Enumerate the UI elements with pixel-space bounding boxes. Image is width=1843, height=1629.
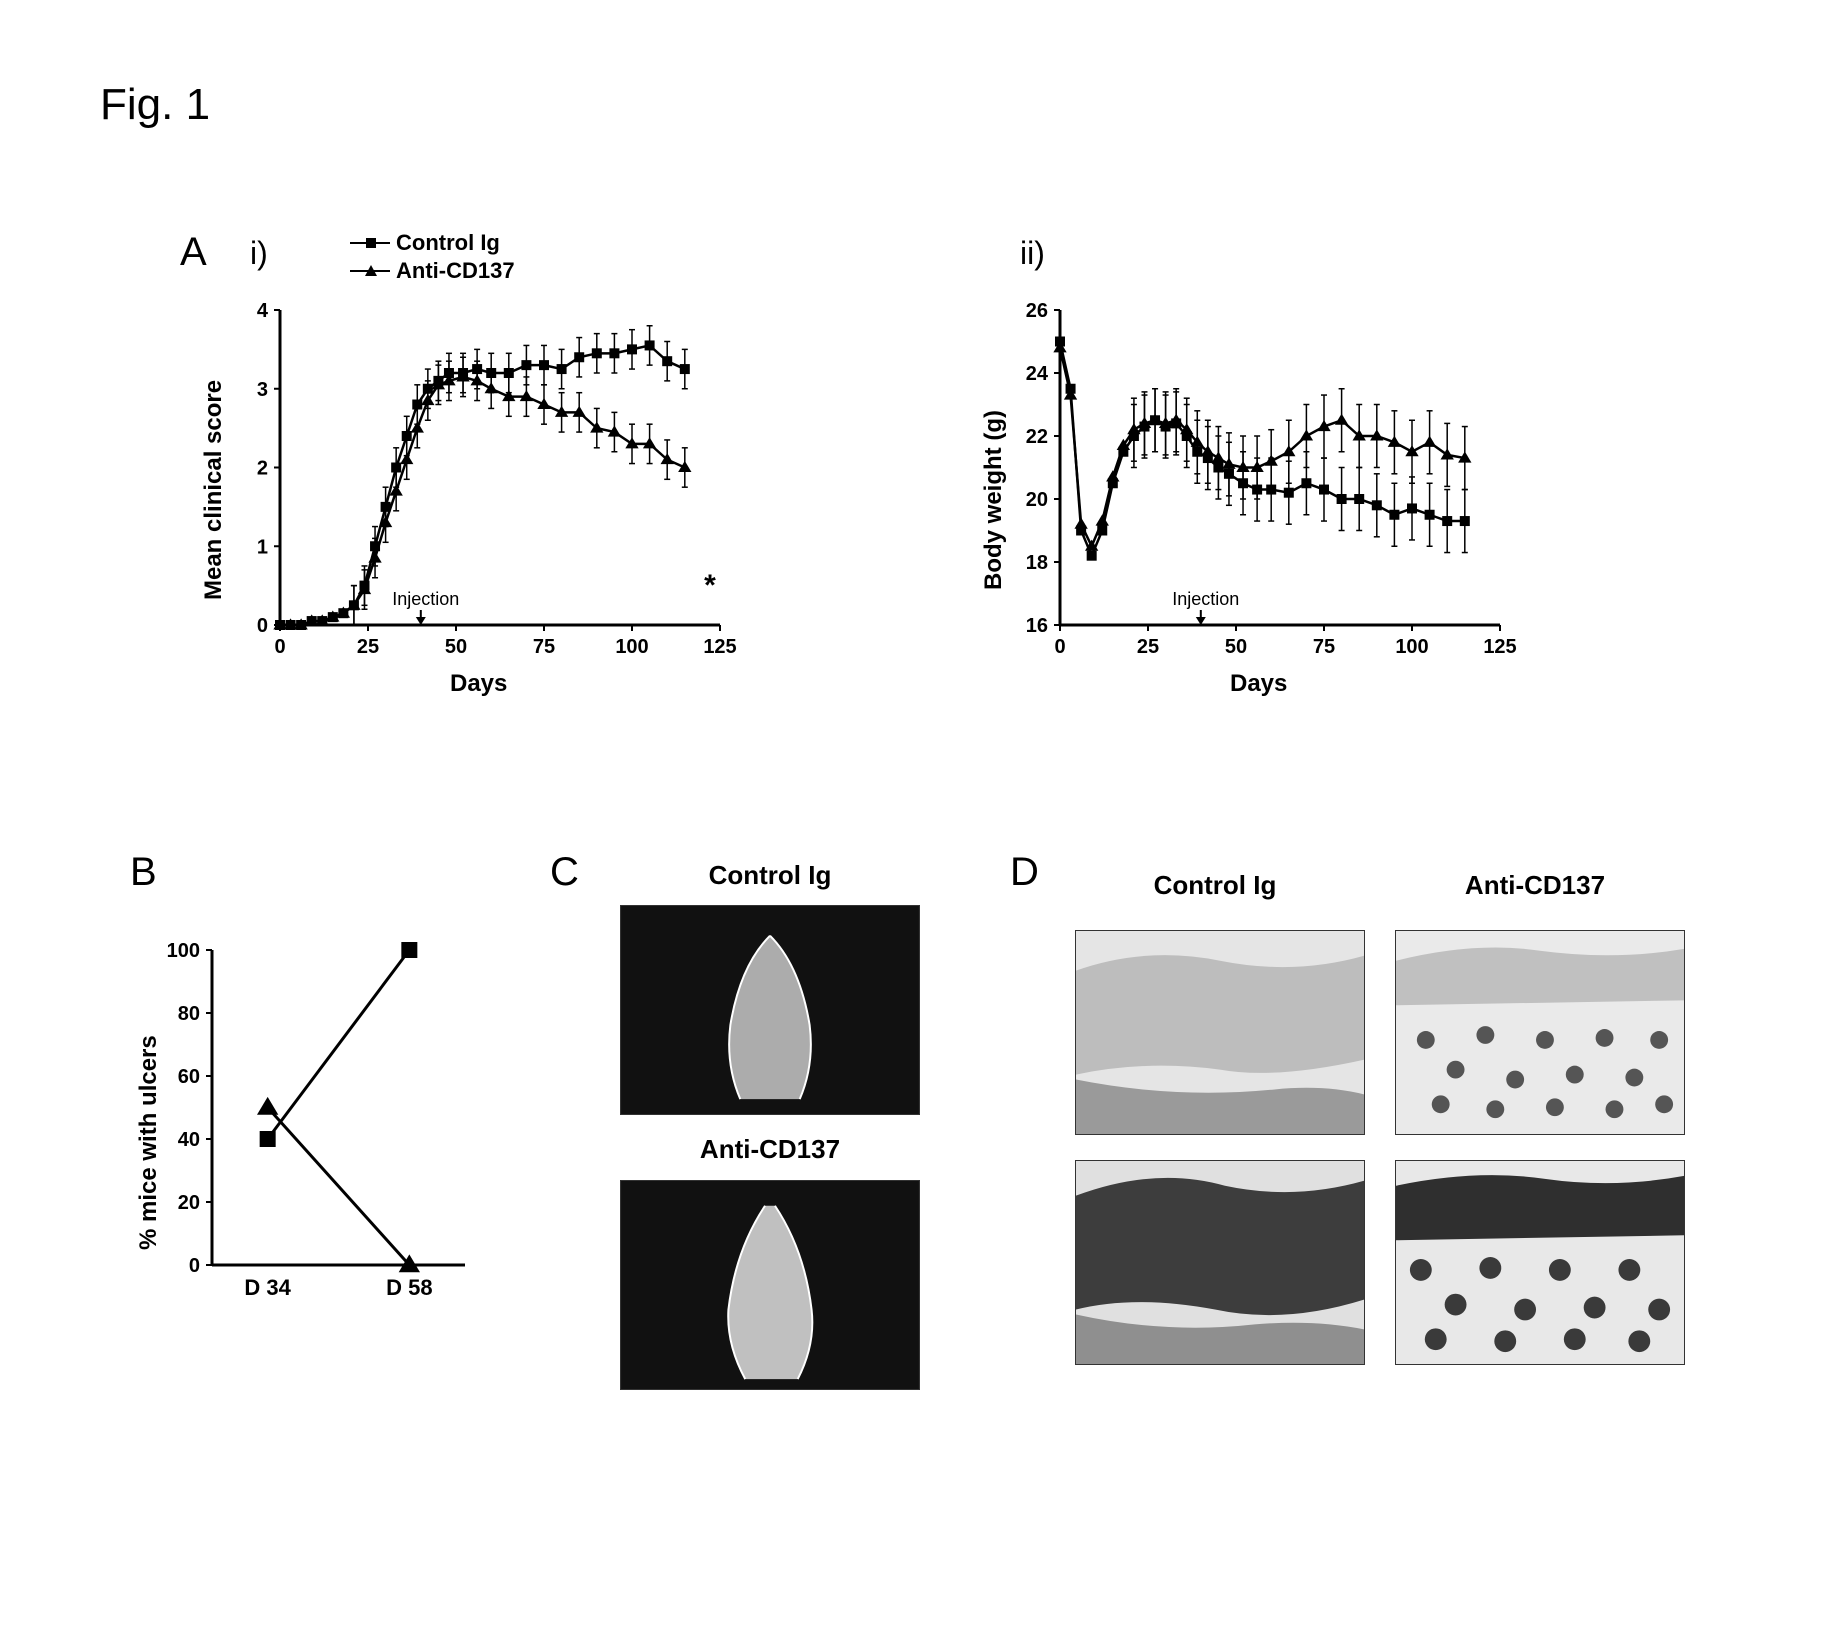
svg-text:4: 4 [257, 300, 269, 322]
chart-B: 020406080100D 34D 58 % mice with ulcers [150, 940, 480, 1320]
svg-text:50: 50 [1225, 636, 1247, 658]
svg-text:100: 100 [1395, 636, 1428, 658]
svg-text:0: 0 [1054, 636, 1065, 658]
svg-text:D 34: D 34 [244, 1275, 291, 1300]
chart-Ai-svg: 0 1 2 3 4 0 25 50 75 100 125 Injection * [220, 300, 740, 680]
svg-text:50: 50 [445, 636, 467, 658]
svg-text:75: 75 [533, 636, 555, 658]
svg-text:60: 60 [178, 1066, 200, 1088]
svg-text:Injection: Injection [392, 589, 459, 609]
svg-text:125: 125 [703, 636, 736, 658]
svg-text:D 58: D 58 [386, 1275, 432, 1300]
figure-label: Fig. 1 [100, 80, 210, 130]
chart-Ai: Control Ig Anti-CD137 012340255075100125… [220, 300, 740, 680]
panel-label-D: D [1010, 850, 1039, 895]
panel-label-B: B [130, 850, 157, 895]
chart-B-svg: 0 20 40 60 80 100 D 34 D 58 [150, 940, 480, 1320]
xlabel-Ai: Days [450, 670, 507, 698]
legend-control-label: Control Ig [396, 230, 500, 256]
svg-text:25: 25 [357, 636, 379, 658]
panel-D-control-bottom [1075, 1160, 1365, 1365]
panel-C-control-title: Control Ig [640, 860, 900, 891]
svg-text:0: 0 [257, 615, 268, 637]
panel-label-C: C [550, 850, 579, 895]
svg-text:100: 100 [167, 940, 200, 962]
panel-sublabel-Ai: i) [250, 235, 268, 272]
chart-Aii-svg: 16 18 20 22 24 26 0 25 50 75 100 125 Injection [1000, 300, 1520, 680]
svg-text:Injection: Injection [1172, 589, 1239, 609]
panel-D-anti-bottom [1395, 1160, 1685, 1365]
svg-text:125: 125 [1483, 636, 1516, 658]
svg-text:75: 75 [1313, 636, 1335, 658]
svg-text:20: 20 [178, 1192, 200, 1214]
panel-label-A: A [180, 230, 207, 275]
panel-C-anti-image [620, 1180, 920, 1390]
xlabel-Aii: Days [1230, 670, 1287, 698]
panel-C-anti-title: Anti-CD137 [640, 1134, 900, 1165]
svg-text:2: 2 [257, 458, 268, 480]
svg-text:40: 40 [178, 1129, 200, 1151]
legend-anti-label: Anti-CD137 [396, 258, 515, 284]
ylabel-Ai: Mean clinical score [200, 380, 228, 600]
panel-sublabel-Aii: ii) [1020, 235, 1045, 272]
svg-text:1: 1 [257, 536, 268, 558]
svg-text:18: 18 [1026, 552, 1048, 574]
panel-D-anti-top [1395, 930, 1685, 1135]
svg-text:25: 25 [1137, 636, 1159, 658]
panel-D-control-title: Control Ig [1085, 870, 1345, 901]
svg-text:22: 22 [1026, 426, 1048, 448]
svg-text:100: 100 [615, 636, 648, 658]
svg-text:20: 20 [1026, 489, 1048, 511]
svg-text:16: 16 [1026, 615, 1048, 637]
svg-text:0: 0 [274, 636, 285, 658]
ylabel-B: % mice with ulcers [135, 1035, 163, 1250]
ylabel-Aii: Body weight (g) [980, 410, 1008, 590]
svg-text:*: * [704, 569, 716, 602]
panel-D-anti-title: Anti-CD137 [1405, 870, 1665, 901]
legend-Ai: Control Ig Anti-CD137 [350, 230, 515, 286]
svg-text:0: 0 [189, 1255, 200, 1277]
svg-text:26: 26 [1026, 300, 1048, 322]
svg-text:24: 24 [1026, 363, 1049, 385]
svg-text:3: 3 [257, 379, 268, 401]
panel-C-control-image [620, 905, 920, 1115]
panel-D-control-top [1075, 930, 1365, 1135]
chart-Aii: 1618202224260255075100125Injection Body … [1000, 300, 1520, 680]
svg-text:80: 80 [178, 1003, 200, 1025]
